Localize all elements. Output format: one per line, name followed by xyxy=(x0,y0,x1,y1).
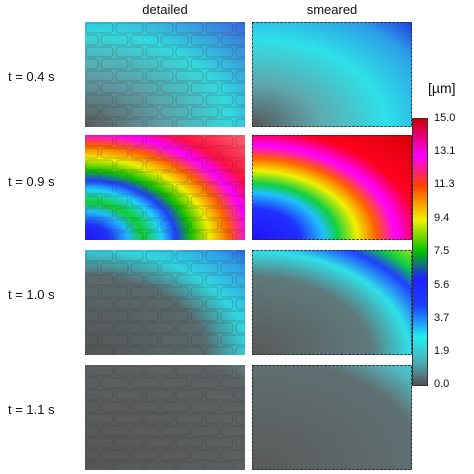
colorbar-tick: 7.5 xyxy=(434,245,450,257)
panel-smeared-t04 xyxy=(252,22,412,127)
column-title-smeared: smeared xyxy=(306,2,358,17)
panel-smeared-t10 xyxy=(252,250,412,355)
panel-smeared-t09 xyxy=(252,135,412,240)
row-label-t09: t = 0.9 s xyxy=(8,174,55,189)
colorbar-tick: 0.0 xyxy=(434,378,450,390)
column-title-detailed: detailed xyxy=(142,2,188,17)
colorbar-tick: 1.9 xyxy=(434,345,450,357)
row-label-t10: t = 1.0 s xyxy=(8,287,55,302)
colorbar-tick: 11.3 xyxy=(434,178,455,190)
panel-detailed-t04 xyxy=(85,22,245,127)
colorbar-tick: 13.1 xyxy=(434,145,456,157)
panel-detailed-t10 xyxy=(85,250,245,355)
row-label-t04: t = 0.4 s xyxy=(8,69,55,84)
row-label-t11: t = 1.1 s xyxy=(8,402,55,417)
colorbar-tick: 3.7 xyxy=(434,312,450,324)
panel-detailed-t11 xyxy=(85,365,245,470)
panel-smeared-t11 xyxy=(252,365,412,470)
colorbar-unit: [µm] xyxy=(428,80,456,96)
colorbar-tick: 5.6 xyxy=(434,279,450,291)
colorbar-tick: 15.0 xyxy=(434,112,456,124)
panel-detailed-t09 xyxy=(85,135,245,240)
colorbar-tick: 9.4 xyxy=(434,212,450,224)
colorbar xyxy=(412,118,428,386)
